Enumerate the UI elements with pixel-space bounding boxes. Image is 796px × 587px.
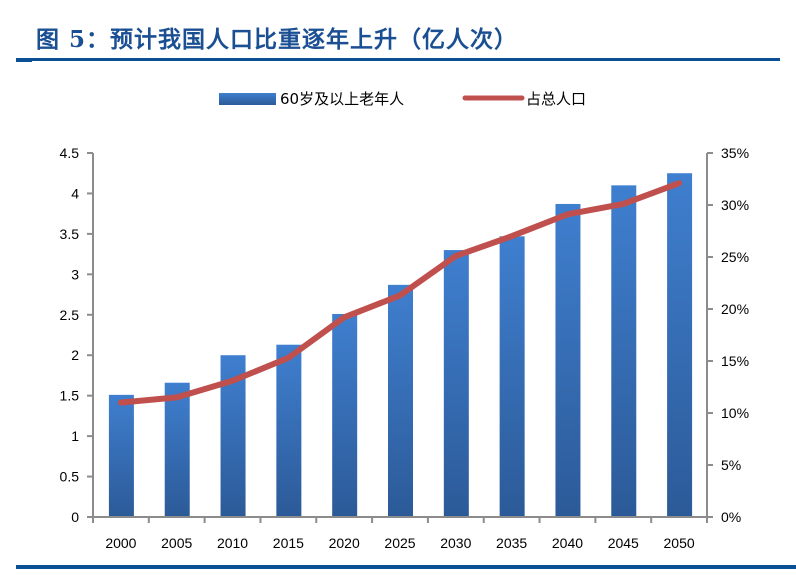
footer-divider [16, 565, 796, 569]
bar-2020 [332, 313, 358, 517]
x-tick-label: 2030 [440, 535, 471, 551]
x-tick-label: 2000 [105, 535, 136, 551]
bar-2015 [276, 344, 302, 517]
right-tick-label: 20% [721, 301, 749, 317]
line-point-2030 [453, 253, 458, 258]
x-tick-label: 2040 [552, 535, 583, 551]
legend-label-bar: 60岁及以上老年人 [280, 90, 404, 108]
x-tick-label: 2015 [273, 535, 304, 551]
x-tick-label: 2050 [664, 535, 695, 551]
bar-2025 [388, 284, 413, 517]
left-tick-label: 0 [71, 509, 79, 525]
line-point-2040 [565, 212, 570, 217]
line-point-2050 [677, 181, 682, 186]
left-tick-label: 3 [71, 266, 79, 282]
x-tick-label: 2025 [384, 535, 415, 551]
left-tick-label: 2.5 [60, 307, 80, 323]
x-tick-label: 2005 [161, 535, 192, 551]
legend: 60岁及以上老年人 占总人口 [219, 90, 586, 108]
bar-2030 [443, 250, 469, 518]
line-point-2000 [118, 400, 123, 405]
right-tick-label: 15% [721, 353, 749, 369]
bar-2035 [499, 236, 525, 517]
left-tick-label: 0.5 [60, 469, 80, 485]
x-tick-label: 2035 [496, 535, 527, 551]
line-point-2045 [621, 201, 626, 206]
line-point-2025 [398, 293, 402, 298]
right-tick-label: 0% [721, 509, 741, 525]
line-point-2010 [230, 378, 235, 383]
bar-2050 [667, 173, 693, 517]
left-tick-label: 2 [71, 347, 79, 363]
left-tick-label: 3.5 [60, 226, 80, 242]
left-tick-label: 4 [71, 185, 79, 201]
line-point-2005 [174, 395, 179, 400]
title-divider [16, 58, 780, 61]
right-tick-label: 5% [721, 457, 741, 473]
x-tick-label: 2045 [608, 535, 639, 551]
left-tick-label: 1 [71, 428, 79, 444]
x-tick-label: 2010 [217, 535, 248, 551]
x-tick-label: 2020 [329, 535, 360, 551]
bar-2045 [611, 185, 637, 517]
bar-2000 [108, 394, 134, 517]
left-tick-label: 1.5 [60, 388, 80, 404]
right-tick-label: 10% [721, 405, 749, 421]
right-tick-label: 25% [721, 249, 749, 265]
line-point-2020 [342, 315, 347, 320]
left-tick-label: 4.5 [60, 145, 80, 161]
legend-label-line: 占总人口 [526, 90, 586, 108]
bar-2005 [164, 382, 190, 517]
bar-2040 [555, 203, 581, 517]
title-divider-accent [16, 60, 32, 62]
line-point-2015 [286, 355, 291, 360]
line-point-2035 [509, 234, 514, 239]
legend-swatch-bar [219, 93, 276, 105]
chart-title: 图 5：预计我国人口比重逐年上升（亿人次） [36, 26, 519, 53]
right-tick-label: 35% [721, 145, 749, 161]
right-tick-label: 30% [721, 197, 749, 213]
